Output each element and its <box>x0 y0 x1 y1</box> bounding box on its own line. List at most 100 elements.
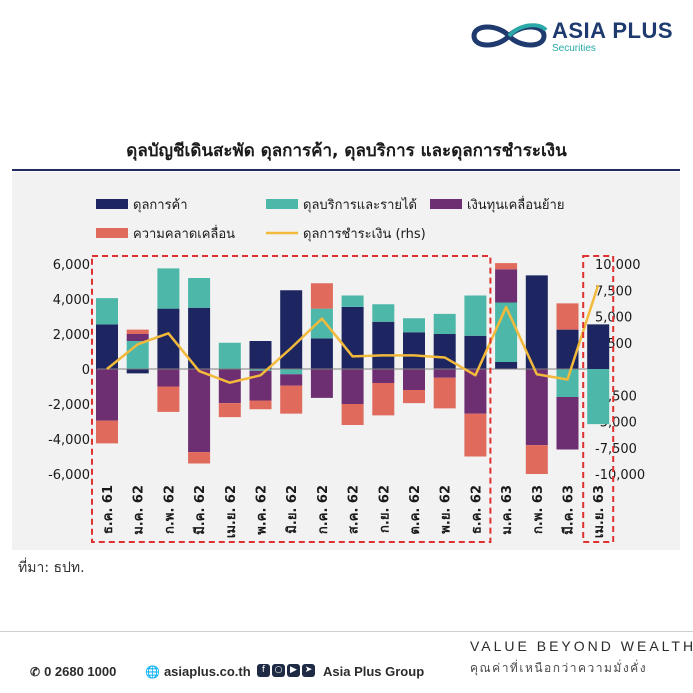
x-tick-label: มิ.ย. 62 <box>285 485 300 534</box>
brand-subtitle: Securities <box>552 43 596 54</box>
bar-segment <box>525 369 548 446</box>
x-tick-label: ธ.ค. 62 <box>469 485 484 534</box>
bar-segment <box>403 318 425 333</box>
bar-segment <box>310 283 333 309</box>
stacked-bar-chart: ดุลการค้า ดุลบริการและรายได้ เงินทุนเคลื่อ… <box>48 196 645 543</box>
bar-segment <box>464 295 487 336</box>
bar-segment <box>525 445 548 474</box>
legend-capital-flow-swatch <box>430 199 462 209</box>
bar-segment <box>341 306 364 369</box>
telegram-icon[interactable]: ➤ <box>302 664 315 677</box>
x-tick-label: ธ.ค. 61 <box>101 485 116 534</box>
x-tick-label: ต.ค. 62 <box>408 485 423 535</box>
bar-segment <box>433 334 456 369</box>
bar-segment <box>96 324 118 369</box>
bar-segment <box>157 268 180 309</box>
bar-segment <box>556 369 579 397</box>
bar-segment <box>126 369 149 374</box>
bar-segment <box>280 369 303 375</box>
bar-segment <box>556 397 579 450</box>
bar-segment <box>587 369 610 425</box>
bar-segment <box>218 369 241 404</box>
social-icons: f ○ ▶ ➤ <box>257 664 315 677</box>
bar-segment <box>341 404 364 425</box>
y-tick-label: -2,000 <box>48 398 90 413</box>
bar-segment <box>587 324 610 369</box>
legend-capital-flow-label: เงินทุนเคลื่อนย้าย <box>467 196 564 213</box>
bar-segment <box>280 290 303 369</box>
x-tick-label: เม.ย. 62 <box>224 485 239 538</box>
bar-segment <box>249 369 272 371</box>
phone-number: 0 2680 1000 <box>44 664 117 679</box>
bar-segment <box>157 386 180 412</box>
y2-tick-label: -7,500 <box>595 442 637 457</box>
y2-tick-label: 10,000 <box>595 258 641 273</box>
bar-segment <box>433 369 456 378</box>
youtube-icon[interactable]: ▶ <box>287 664 300 677</box>
bar-segment <box>525 275 548 369</box>
y-tick-label: -6,000 <box>48 468 90 483</box>
bop-line <box>106 284 600 384</box>
bar-segment <box>433 377 456 409</box>
bar-segment <box>280 374 303 386</box>
bar-segment <box>96 369 118 421</box>
website-link[interactable]: asiaplus.co.th <box>163 664 251 679</box>
bar-segment <box>495 263 518 270</box>
bar-segment <box>403 332 425 369</box>
facebook-icon[interactable]: f <box>257 664 270 677</box>
legend-trade-swatch <box>96 199 128 209</box>
y-tick-label: 6,000 <box>53 258 90 273</box>
x-tick-label: ก.ค. 62 <box>316 485 331 534</box>
x-tick-label: ก.พ. 63 <box>531 485 546 534</box>
bar-segment <box>249 370 272 401</box>
x-tick-label: ก.พ. 62 <box>162 485 177 534</box>
globe-icon: 🌐 <box>145 664 160 679</box>
instagram-icon[interactable]: ○ <box>272 664 285 677</box>
bar-segment <box>96 298 118 325</box>
x-tick-label: ม.ค. 63 <box>500 485 515 535</box>
contact-phone[interactable]: ✆ 0 2680 1000 <box>30 664 116 679</box>
contact-social[interactable]: Asia Plus Group <box>323 664 424 679</box>
bar-segment <box>495 362 518 369</box>
bar-segment <box>310 369 333 398</box>
x-tick-label: เม.ย. 63 <box>592 485 607 538</box>
tagline-thai: คุณค่าที่เหนือกว่าความมั่งคั่ง <box>470 661 648 675</box>
x-tick-label: ม.ค. 62 <box>132 485 147 535</box>
bar-segment <box>280 385 303 414</box>
y-tick-label: 2,000 <box>53 328 90 343</box>
bar-segment <box>188 307 211 369</box>
bar-segment <box>188 278 211 308</box>
bar-segment <box>341 369 364 404</box>
bar-segment <box>96 420 118 444</box>
bar-segment <box>157 308 180 369</box>
highlight-box <box>582 255 615 543</box>
bar-segment <box>464 413 487 457</box>
bar-segment <box>495 269 518 303</box>
bar-segment <box>403 369 425 390</box>
legend-errors-label: ความคลาดเคลื่อน <box>133 225 235 242</box>
contact-website[interactable]: 🌐 asiaplus.co.th <box>145 664 251 679</box>
highlight-box <box>91 255 492 543</box>
bar-segment <box>310 338 333 369</box>
x-tick-label: พ.ย. 62 <box>439 485 454 534</box>
bar-segment <box>464 335 487 369</box>
infinity-logo-icon <box>471 23 548 48</box>
bar-segment <box>556 303 579 330</box>
bar-segment <box>218 342 241 369</box>
chart-title: ดุลบัญชีเดินสะพัด ดุลการค้า, ดุลบริการ แ… <box>126 141 567 161</box>
bar-segment <box>126 329 149 334</box>
bar-segment <box>372 383 395 416</box>
bar-segment <box>249 400 272 410</box>
social-handle: Asia Plus Group <box>323 664 425 679</box>
tagline-english: VALUE BEYOND WEALTH <box>470 638 693 654</box>
asia-plus-logo: ASIA PLUS Securities <box>468 16 673 56</box>
title-divider <box>12 169 680 171</box>
x-tick-label: พ.ค. 62 <box>255 485 270 535</box>
bar-segment <box>372 369 395 383</box>
legend-errors-swatch <box>96 228 128 238</box>
chart-panel: ดุลการค้า ดุลบริการและรายได้ เงินทุนเคลื่อ… <box>12 172 680 550</box>
footer-divider <box>0 631 693 632</box>
legend-services-swatch <box>266 199 298 209</box>
bar-segment <box>372 321 395 369</box>
brand-name: ASIA PLUS <box>552 18 674 43</box>
